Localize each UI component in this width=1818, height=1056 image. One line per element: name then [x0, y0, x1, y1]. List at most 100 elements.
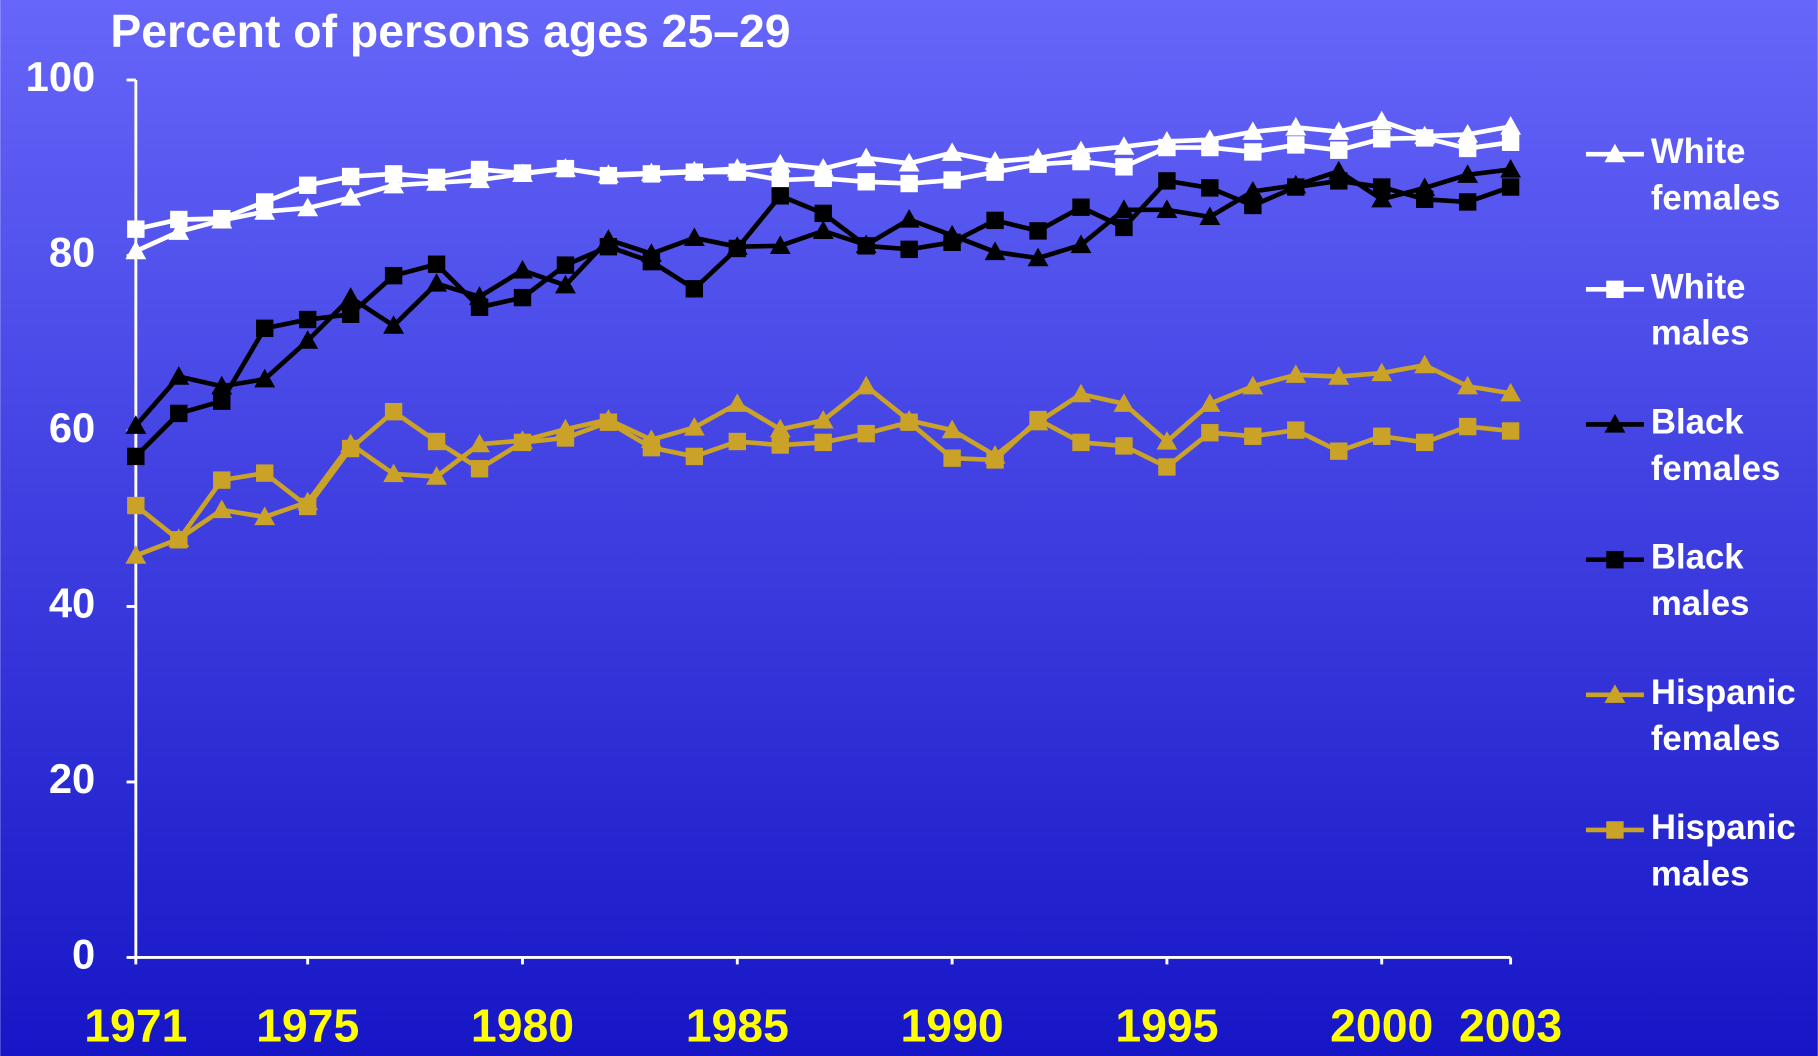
point	[341, 167, 360, 186]
point	[1285, 116, 1307, 136]
point	[599, 238, 618, 256]
point	[1330, 442, 1348, 460]
legend-label-line: White	[1651, 269, 1755, 307]
point	[1458, 193, 1477, 211]
legend-marker	[1606, 550, 1624, 569]
point	[168, 366, 190, 385]
point	[125, 240, 147, 260]
point	[812, 220, 834, 240]
point	[127, 447, 145, 466]
point	[941, 419, 963, 439]
point	[1156, 199, 1178, 218]
point	[1458, 139, 1477, 158]
point	[1199, 393, 1221, 412]
point	[1373, 130, 1391, 148]
point	[513, 433, 532, 452]
point	[1199, 206, 1221, 225]
point	[1371, 188, 1393, 208]
point	[383, 463, 405, 483]
point	[855, 375, 877, 395]
point	[1029, 410, 1047, 429]
legend-label-line: Black	[1651, 539, 1753, 577]
x-tick-label: 1985	[686, 1000, 789, 1052]
point	[898, 209, 920, 228]
point	[1287, 136, 1305, 154]
point	[728, 432, 746, 451]
point	[855, 147, 877, 167]
y-tick-label: 80	[49, 228, 95, 275]
point	[728, 163, 746, 181]
x-tick-label: 2003	[1459, 1000, 1562, 1052]
point	[513, 288, 532, 307]
chart-title: Percent of persons ages 25–29	[110, 5, 790, 57]
legend-label-line: Hispanic	[1651, 674, 1806, 712]
point	[1457, 375, 1479, 395]
point	[340, 187, 362, 206]
point	[512, 259, 533, 279]
point	[1029, 155, 1047, 173]
point	[986, 163, 1004, 181]
point	[1156, 431, 1178, 450]
point	[1242, 121, 1264, 140]
point	[685, 447, 704, 466]
point	[1244, 427, 1262, 445]
point	[254, 368, 276, 388]
point	[340, 287, 362, 306]
legend-marker	[1606, 280, 1624, 299]
point	[771, 187, 789, 205]
point	[857, 237, 875, 255]
point	[427, 255, 446, 273]
point	[127, 496, 145, 515]
legend-label-line: Black	[1651, 404, 1753, 442]
point	[1285, 364, 1307, 383]
legend-label: Hispanic males	[1651, 809, 1806, 893]
point	[213, 392, 231, 410]
point	[683, 227, 705, 247]
legend-label-line: females	[1651, 180, 1781, 218]
point	[814, 169, 832, 187]
point	[1158, 138, 1176, 157]
point	[812, 410, 834, 429]
point	[555, 274, 576, 294]
point	[297, 197, 319, 217]
legend-label-line: Hispanic	[1651, 809, 1806, 847]
legend-marker	[1604, 684, 1626, 703]
legend-label-line: males	[1651, 315, 1750, 353]
point	[1244, 196, 1262, 215]
point	[1371, 362, 1393, 382]
point	[127, 220, 145, 238]
point	[1201, 179, 1219, 197]
point	[1072, 152, 1090, 171]
legend-label: White females	[1651, 133, 1781, 217]
point	[384, 165, 403, 183]
legend-label: Black females	[1651, 404, 1781, 488]
point	[1457, 123, 1479, 143]
point	[556, 159, 575, 178]
point	[1070, 383, 1092, 403]
point	[1115, 158, 1133, 176]
point	[1415, 129, 1434, 147]
point	[1373, 427, 1391, 445]
point	[900, 174, 918, 193]
point	[685, 163, 704, 181]
point	[898, 152, 920, 172]
x-tick-label: 1975	[256, 1000, 359, 1052]
point	[943, 171, 961, 189]
point	[1287, 421, 1305, 439]
point	[1330, 172, 1348, 190]
y-tick-label: 20	[49, 755, 95, 802]
point	[513, 164, 532, 182]
point	[728, 239, 746, 258]
point	[341, 439, 360, 458]
point	[211, 499, 233, 519]
point	[1115, 437, 1133, 455]
point	[685, 280, 704, 298]
point	[1242, 180, 1264, 200]
point	[298, 176, 317, 194]
point	[254, 506, 276, 526]
point	[943, 233, 961, 252]
point	[470, 160, 489, 179]
point	[426, 466, 447, 485]
point	[1501, 178, 1520, 196]
